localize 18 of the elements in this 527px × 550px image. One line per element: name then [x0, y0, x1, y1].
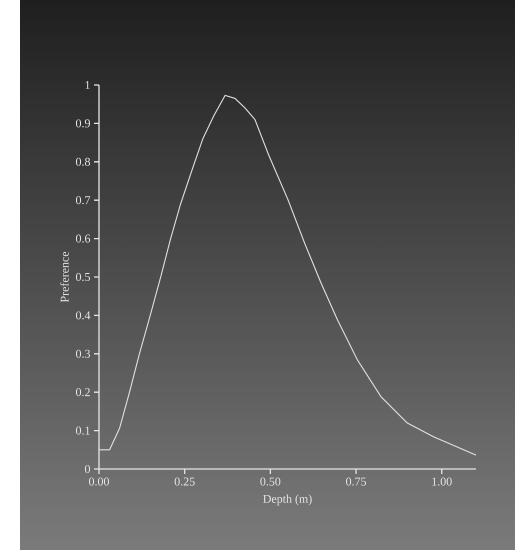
y-tick-label: 0.4 — [76, 311, 90, 320]
y-tick-label: 0.9 — [76, 119, 90, 128]
y-tick-label: 0.2 — [76, 388, 90, 396]
x-axis-title: Depth (m) — [263, 494, 312, 506]
y-axis-title: Preference — [60, 252, 69, 302]
y-tick-label: 0.3 — [76, 350, 90, 358]
y-tick-label: 0.8 — [76, 158, 90, 166]
y-tick-label: 0.1 — [76, 426, 90, 435]
y-tick-label: 1 — [86, 81, 90, 89]
y-tick-label: 0 — [84, 464, 90, 474]
y-tick-label: 0.7 — [76, 196, 90, 204]
y-tick-label: 0.5 — [76, 272, 90, 282]
x-tick-label: 0.75 — [346, 478, 366, 486]
y-tick-label: 0.6 — [76, 234, 90, 243]
x-tick-label: 0.00 — [88, 478, 109, 486]
x-tick-label: 0.50 — [260, 478, 280, 486]
x-tick-label: 1.00 — [432, 478, 452, 486]
x-tick-label: 0.25 — [174, 478, 195, 486]
